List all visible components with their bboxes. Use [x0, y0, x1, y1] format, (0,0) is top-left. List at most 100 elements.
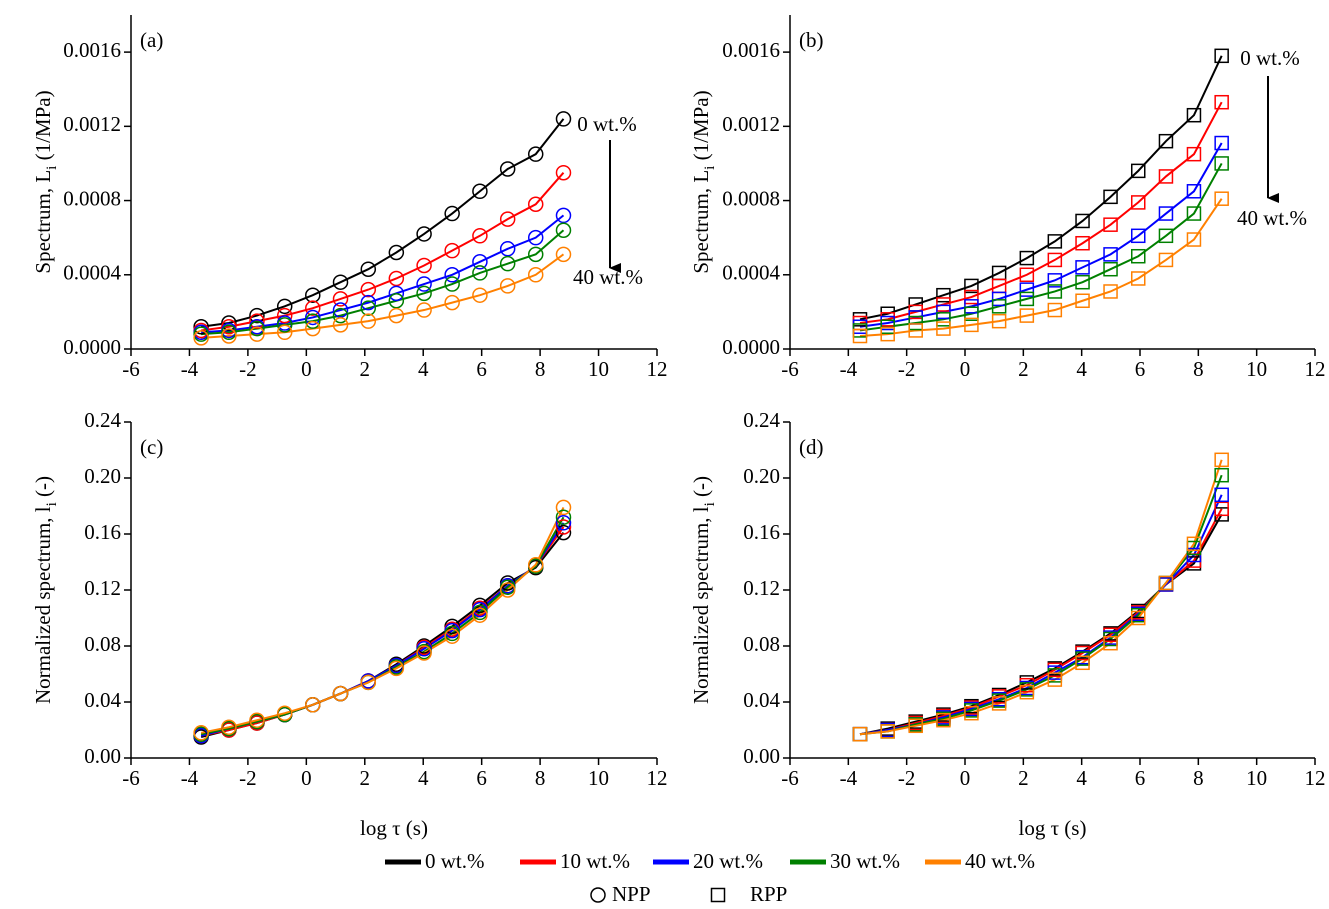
y-axis-label-part: Spectrum, L — [31, 170, 55, 274]
y-axis-label: Spectrum, Li (1/MPa) — [689, 90, 719, 273]
marker — [305, 320, 321, 337]
marker — [1075, 235, 1090, 251]
legend-label: 0 wt.% — [425, 849, 485, 873]
x-tick-label: 4 — [1076, 357, 1087, 381]
x-tick-label: 12 — [1305, 357, 1326, 381]
x-axis-label: log τ (s) — [1019, 816, 1087, 840]
marker — [388, 660, 405, 677]
legend-label: 20 wt.% — [693, 849, 763, 873]
marker — [590, 887, 606, 903]
marker — [305, 300, 321, 316]
legend-marker-label: NPP — [612, 882, 651, 906]
series-line — [859, 494, 1223, 736]
marker — [472, 228, 488, 244]
annotation: 40 wt.% — [573, 265, 643, 289]
marker — [555, 509, 572, 525]
marker — [1047, 234, 1063, 249]
x-tick-label: 4 — [1076, 766, 1087, 790]
marker — [444, 628, 460, 644]
y-axis-label-part: (-) — [689, 476, 713, 502]
panel-label: (d) — [799, 435, 824, 459]
marker — [499, 278, 516, 294]
y-axis-label-part: (1/MPa) — [31, 90, 55, 165]
marker — [388, 244, 405, 261]
marker — [527, 196, 544, 213]
x-tick-label: 8 — [535, 766, 546, 790]
y-tick-label: 0.24 — [84, 408, 121, 432]
marker — [499, 241, 516, 257]
marker — [444, 205, 460, 222]
marker — [305, 287, 321, 303]
y-tick-label: 0.12 — [84, 576, 121, 600]
marker — [499, 161, 516, 177]
marker — [1103, 217, 1118, 232]
marker — [1131, 195, 1146, 210]
marker — [249, 712, 265, 728]
marker — [555, 519, 572, 535]
y-tick-label: 0.0004 — [63, 261, 121, 285]
y-tick-label: 0.0012 — [722, 112, 780, 136]
marker — [880, 319, 895, 334]
marker — [360, 300, 377, 316]
marker — [1214, 94, 1229, 110]
marker — [852, 328, 868, 344]
marker — [444, 242, 460, 259]
marker — [1158, 228, 1174, 244]
marker — [1019, 291, 1035, 307]
y-axis-label-part: Normalized spectrum, l — [689, 506, 713, 704]
marker — [964, 705, 979, 721]
y-tick-label: 0.20 — [84, 464, 121, 488]
marker — [1158, 575, 1174, 591]
marker — [1047, 302, 1063, 318]
marker — [221, 315, 237, 331]
marker — [1186, 206, 1202, 221]
marker — [710, 887, 726, 903]
marker — [1158, 206, 1174, 221]
x-tick-label: 0 — [960, 357, 971, 381]
y-axis-label: Spectrum, Li (1/MPa) — [31, 90, 61, 273]
marker — [1214, 135, 1229, 151]
y-tick-label: 0.0008 — [63, 186, 121, 210]
marker — [991, 696, 1007, 711]
x-tick-label: -2 — [898, 357, 916, 381]
x-tick-label: -6 — [781, 766, 799, 790]
marker — [499, 582, 516, 598]
x-tick-label: 0 — [301, 357, 312, 381]
marker — [1131, 228, 1146, 244]
y-tick-label: 0.0016 — [63, 38, 121, 62]
marker — [555, 499, 572, 516]
x-tick-label: 10 — [1246, 766, 1267, 790]
marker — [416, 645, 432, 661]
y-axis-label: Normalized spectrum, li (-) — [31, 476, 61, 704]
y-tick-label: 0.08 — [84, 632, 121, 656]
marker — [499, 211, 516, 227]
marker — [936, 321, 951, 336]
x-tick-label: 0 — [301, 766, 312, 790]
marker — [388, 285, 405, 302]
marker — [527, 267, 544, 283]
y-tick-label: 0.04 — [743, 688, 780, 712]
legend-label: 30 wt.% — [830, 849, 900, 873]
legend-label: 40 wt.% — [965, 849, 1035, 873]
series-line — [200, 506, 565, 734]
marker — [360, 281, 377, 298]
marker — [555, 515, 572, 531]
x-tick-label: -6 — [122, 766, 140, 790]
marker — [1158, 133, 1174, 149]
marker — [1019, 308, 1035, 323]
marker — [249, 320, 265, 337]
marker — [1214, 501, 1229, 517]
marker — [1075, 293, 1090, 309]
marker — [1214, 452, 1229, 468]
x-tick-label: 6 — [476, 357, 487, 381]
marker — [388, 307, 405, 324]
x-tick-label: 6 — [1135, 766, 1146, 790]
marker — [936, 312, 951, 327]
series-line — [859, 55, 1223, 321]
y-tick-label: 0.12 — [743, 576, 780, 600]
marker — [1019, 282, 1035, 297]
marker — [1186, 146, 1202, 162]
marker — [332, 302, 349, 318]
y-axis-label-part: (-) — [31, 476, 55, 502]
marker — [1019, 267, 1035, 283]
